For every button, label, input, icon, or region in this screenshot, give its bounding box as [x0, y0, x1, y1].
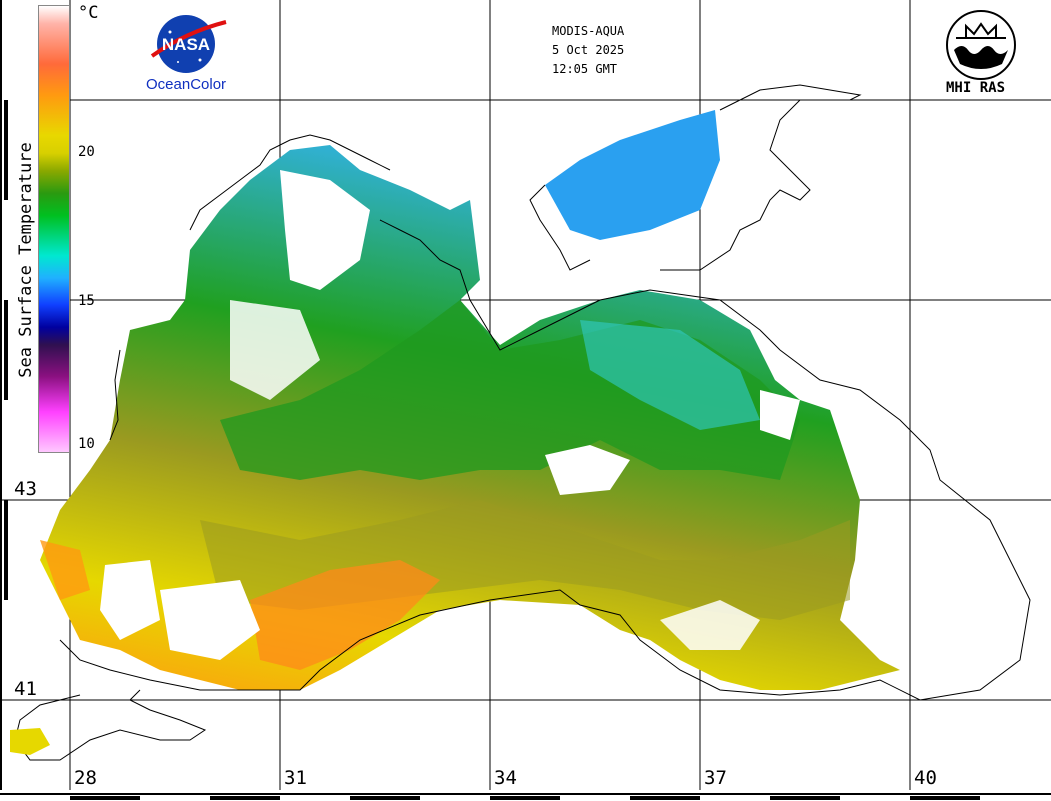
oceancolor-label: OceanColor [146, 76, 227, 93]
cloud-mask [100, 170, 800, 660]
legend-tick-15: 15 [78, 293, 95, 309]
colorbar [38, 5, 70, 453]
lon-label-28: 28 [74, 767, 97, 789]
lat-label-41: 41 [14, 678, 37, 700]
lat-label-43: 43 [14, 478, 37, 500]
lon-label-37: 37 [704, 767, 727, 789]
temperature-legend [38, 5, 70, 453]
mhi-logo [944, 8, 1018, 82]
legend-tick-20: 20 [78, 144, 95, 160]
lon-label-40: 40 [914, 767, 937, 789]
sensor-label: MODIS-AQUA [552, 24, 625, 38]
nasa-logo-text: NASA [162, 35, 210, 54]
istanbul-warm-patch [10, 728, 50, 755]
left-scale [0, 0, 8, 790]
time-label: 12:05 GMT [552, 62, 618, 76]
legend-title: Sea Surface Temperature [16, 142, 36, 378]
date-label: 5 Oct 2025 [552, 43, 625, 57]
scale-strip [0, 793, 1051, 800]
lon-label-31: 31 [284, 767, 307, 789]
nasa-logo: NASA [148, 12, 228, 76]
mhi-label: MHI RAS [946, 80, 1006, 96]
coastline [14, 84, 1031, 761]
lon-label-34: 34 [494, 767, 517, 789]
legend-tick-10: 10 [78, 436, 95, 452]
sea-surface [40, 110, 900, 690]
legend-unit: °C [78, 3, 99, 23]
